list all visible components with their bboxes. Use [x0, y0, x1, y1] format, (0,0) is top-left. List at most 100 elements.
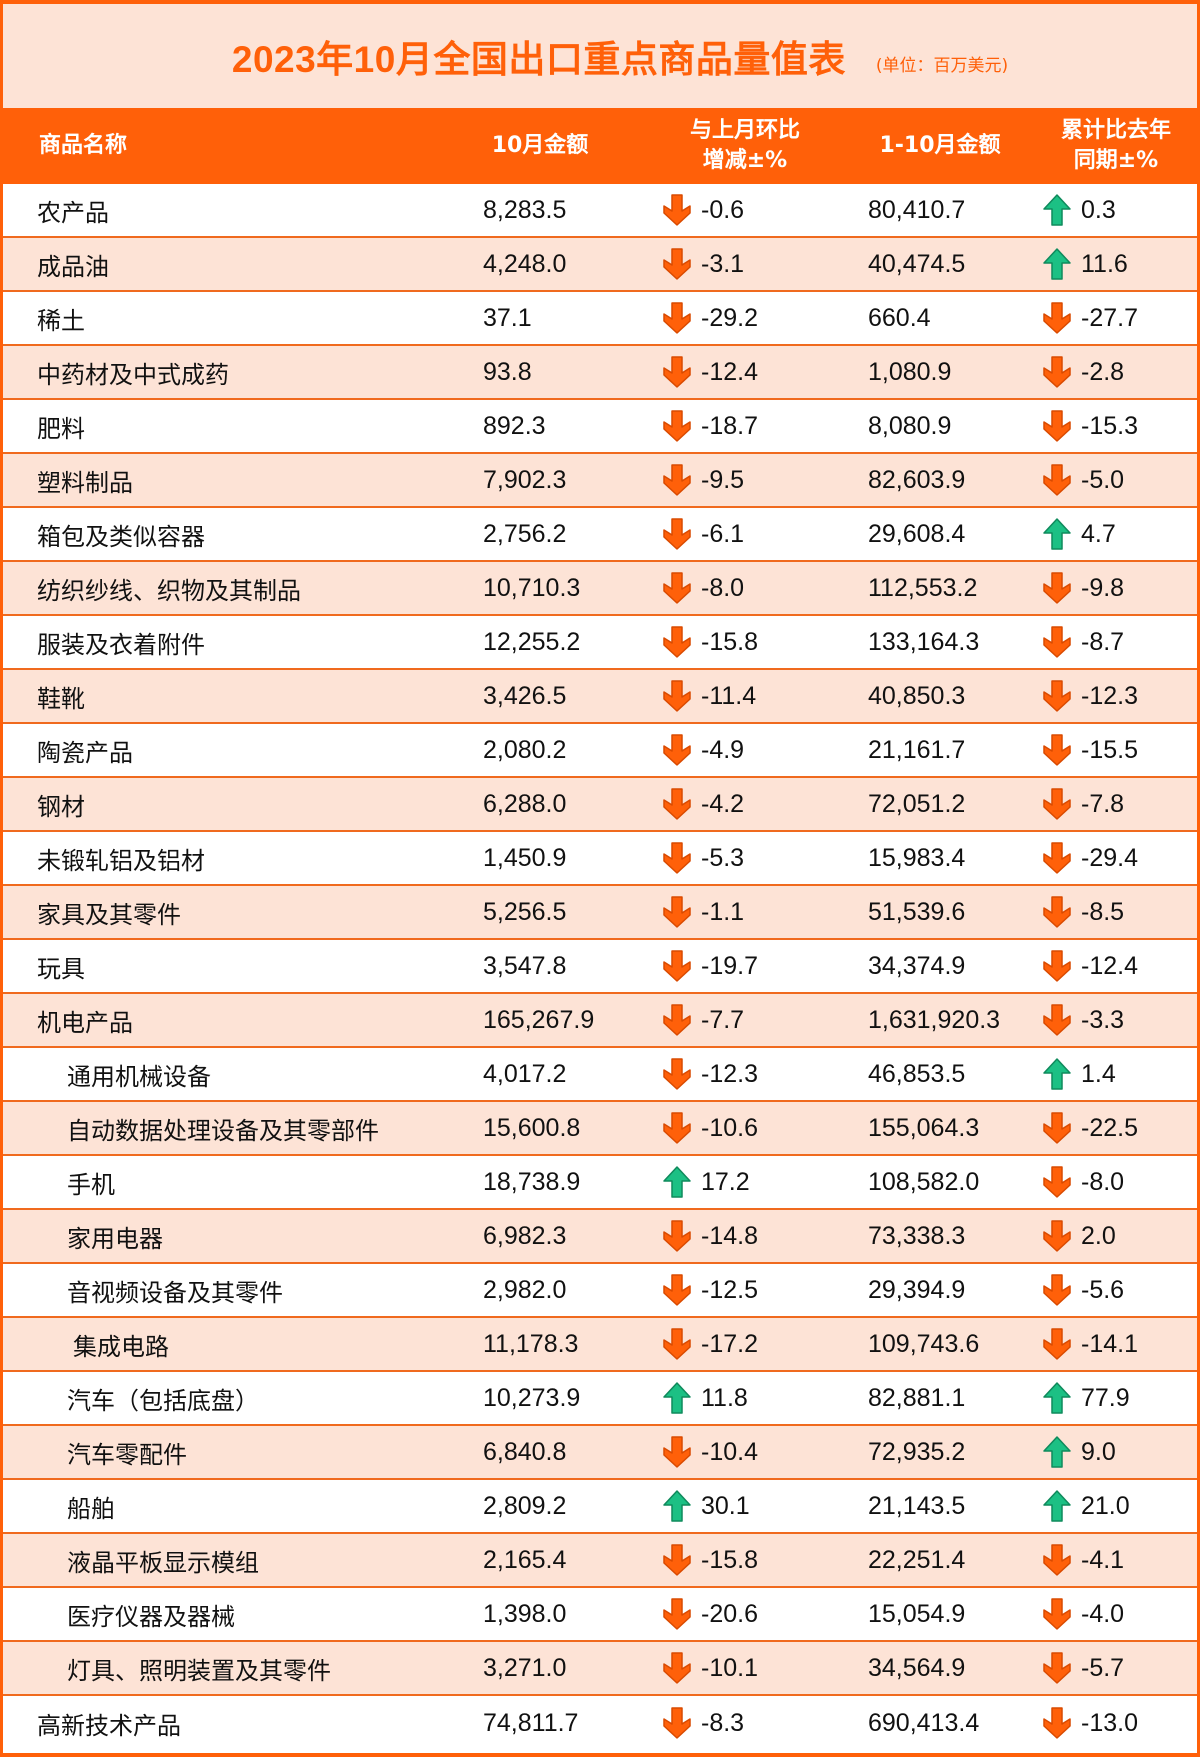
yoy-change: 2.0 — [1043, 1220, 1197, 1252]
table-row: 船舶 2,809.2 30.1 21,143.5 21.0 — [3, 1480, 1197, 1534]
ytd-amount: 73,338.3 — [868, 1221, 966, 1250]
ytd-amount: 72,935.2 — [868, 1437, 966, 1466]
yoy-change: -5.7 — [1043, 1652, 1197, 1684]
mom-change: -4.2 — [663, 788, 868, 820]
oct-amount: 2,080.2 — [483, 735, 567, 764]
arrow-down-icon — [1043, 1220, 1071, 1252]
commodity-name: 集成电路 — [73, 1332, 169, 1361]
arrow-up-icon — [1043, 1058, 1071, 1090]
ytd-amount: 8,080.9 — [868, 411, 952, 440]
yoy-value: -27.7 — [1081, 303, 1138, 332]
mom-value: -19.7 — [701, 951, 758, 980]
mom-value: -15.8 — [701, 1545, 758, 1574]
table-row: 玩具 3,547.8 -19.7 34,374.9 -12.4 — [3, 940, 1197, 994]
arrow-down-icon — [663, 248, 691, 280]
arrow-down-icon — [663, 788, 691, 820]
table-row: 汽车零配件 6,840.8 -10.4 72,935.2 9.0 — [3, 1426, 1197, 1480]
commodity-name: 玩具 — [37, 954, 85, 983]
arrow-down-icon — [663, 1598, 691, 1630]
table-row: 家具及其零件 5,256.5 -1.1 51,539.6 -8.5 — [3, 886, 1197, 940]
commodity-name: 液晶平板显示模组 — [67, 1548, 259, 1577]
oct-amount: 4,248.0 — [483, 249, 567, 278]
oct-amount: 37.1 — [483, 303, 532, 332]
mom-change: -17.2 — [663, 1328, 868, 1360]
mom-value: -14.8 — [701, 1221, 758, 1250]
mom-value: -8.0 — [701, 573, 745, 602]
table-row: 箱包及类似容器 2,756.2 -6.1 29,608.4 4.7 — [3, 508, 1197, 562]
oct-amount: 10,710.3 — [483, 573, 581, 602]
arrow-up-icon — [663, 1490, 691, 1522]
commodity-name: 箱包及类似容器 — [37, 522, 205, 551]
table-row: 服装及衣着附件 12,255.2 -15.8 133,164.3 -8.7 — [3, 616, 1197, 670]
yoy-change: -12.4 — [1043, 950, 1197, 982]
yoy-change: 9.0 — [1043, 1436, 1197, 1468]
mom-value: -1.1 — [701, 897, 745, 926]
yoy-change: -7.8 — [1043, 788, 1197, 820]
ytd-amount: 660.4 — [868, 303, 931, 332]
mom-value: 17.2 — [701, 1167, 750, 1196]
table-row: 集成电路 11,178.3 -17.2 109,743.6 -14.1 — [3, 1318, 1197, 1372]
commodity-name: 手机 — [67, 1170, 115, 1199]
mom-change: -15.8 — [663, 626, 868, 658]
arrow-down-icon — [1043, 842, 1071, 874]
oct-amount: 2,756.2 — [483, 519, 567, 548]
oct-amount: 7,902.3 — [483, 465, 567, 494]
table-row: 机电产品 165,267.9 -7.7 1,631,920.3 -3.3 — [3, 994, 1197, 1048]
mom-change: -12.4 — [663, 356, 868, 388]
commodity-name: 高新技术产品 — [37, 1711, 181, 1740]
oct-amount: 1,398.0 — [483, 1599, 567, 1628]
arrow-up-icon — [1043, 194, 1071, 226]
oct-amount: 2,982.0 — [483, 1275, 567, 1304]
arrow-down-icon — [663, 1220, 691, 1252]
yoy-change: -29.4 — [1043, 842, 1197, 874]
yoy-value: 9.0 — [1081, 1437, 1116, 1466]
ytd-amount: 82,603.9 — [868, 465, 966, 494]
yoy-change: -2.8 — [1043, 356, 1197, 388]
commodity-name: 家用电器 — [67, 1224, 163, 1253]
ytd-amount: 21,143.5 — [868, 1491, 966, 1520]
yoy-value: -9.8 — [1081, 573, 1125, 602]
ytd-amount: 29,394.9 — [868, 1275, 966, 1304]
table-row: 高新技术产品 74,811.7 -8.3 690,413.4 -13.0 — [3, 1696, 1197, 1750]
oct-amount: 5,256.5 — [483, 897, 567, 926]
yoy-change: -14.1 — [1043, 1328, 1197, 1360]
ytd-amount: 155,064.3 — [868, 1113, 980, 1142]
arrow-down-icon — [1043, 1328, 1071, 1360]
arrow-down-icon — [663, 194, 691, 226]
commodity-name: 船舶 — [67, 1494, 115, 1523]
mom-value: -18.7 — [701, 411, 758, 440]
yoy-change: -13.0 — [1043, 1707, 1197, 1739]
table-row: 手机 18,738.9 17.2 108,582.0 -8.0 — [3, 1156, 1197, 1210]
oct-amount: 1,450.9 — [483, 843, 567, 872]
commodity-name: 陶瓷产品 — [37, 738, 133, 767]
arrow-down-icon — [1043, 1598, 1071, 1630]
mom-value: -5.3 — [701, 843, 745, 872]
mom-change: -18.7 — [663, 410, 868, 442]
column-header-mom: 与上月环比 增减±% — [645, 116, 845, 176]
mom-value: -10.1 — [701, 1653, 758, 1682]
yoy-change: -3.3 — [1043, 1004, 1197, 1036]
ytd-amount: 1,631,920.3 — [868, 1005, 1001, 1034]
commodity-name: 音视频设备及其零件 — [67, 1278, 283, 1307]
arrow-down-icon — [663, 1274, 691, 1306]
arrow-down-icon — [663, 842, 691, 874]
yoy-change: 21.0 — [1043, 1490, 1197, 1522]
arrow-down-icon — [663, 572, 691, 604]
mom-value: -12.5 — [701, 1275, 758, 1304]
arrow-down-icon — [1043, 1166, 1071, 1198]
arrow-up-icon — [1043, 248, 1071, 280]
arrow-down-icon — [663, 1112, 691, 1144]
table-row: 自动数据处理设备及其零部件 15,600.8 -10.6 155,064.3 -… — [3, 1102, 1197, 1156]
ytd-amount: 690,413.4 — [868, 1708, 980, 1737]
ytd-amount: 1,080.9 — [868, 357, 952, 386]
table-row: 音视频设备及其零件 2,982.0 -12.5 29,394.9 -5.6 — [3, 1264, 1197, 1318]
table-row: 肥料 892.3 -18.7 8,080.9 -15.3 — [3, 400, 1197, 454]
arrow-up-icon — [1043, 518, 1071, 550]
arrow-down-icon — [1043, 302, 1071, 334]
arrow-down-icon — [663, 356, 691, 388]
yoy-value: -4.0 — [1081, 1599, 1125, 1628]
mom-value: 11.8 — [701, 1383, 748, 1412]
yoy-change: 0.3 — [1043, 194, 1197, 226]
yoy-change: -5.0 — [1043, 464, 1197, 496]
